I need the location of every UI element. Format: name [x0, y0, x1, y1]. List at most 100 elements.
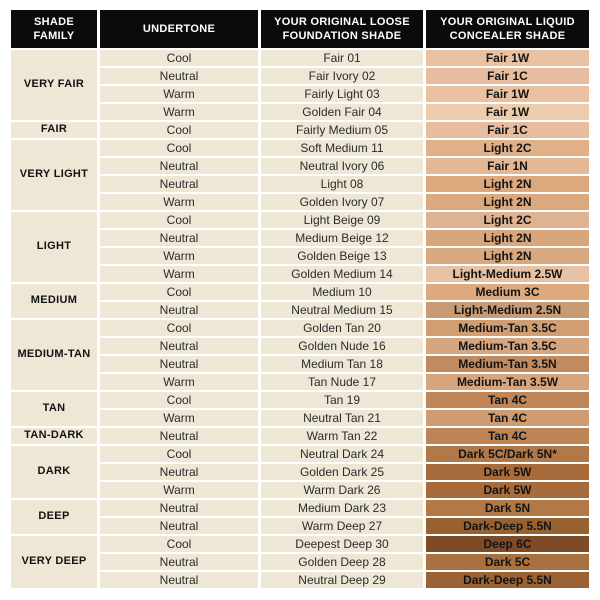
undertone-cell: Neutral	[100, 428, 258, 444]
table-row: DARK Cool Neutral Dark 24 Dark 5C/Dark 5N*	[11, 446, 589, 498]
concealer-shade-swatch-cell: Fair 1W	[426, 104, 589, 120]
table-row: VERY FAIR Cool Fair 01 Fair 1W	[11, 50, 589, 120]
concealer-shade-swatch-cell: Dark 5W	[426, 482, 589, 498]
table-row: TAN-DARK Neutral Warm Tan 22 Tan 4C	[11, 428, 589, 444]
table-row: Warm Warm Dark 26 Dark 5W	[11, 482, 589, 498]
undertone-cell: Cool	[100, 536, 258, 552]
undertone-cell: Cool	[100, 140, 258, 156]
foundation-shade-cell: Fair Ivory 02	[261, 68, 423, 84]
foundation-shade-cell: Medium 10	[261, 284, 423, 300]
undertone-cell: Warm	[100, 248, 258, 264]
concealer-shade-swatch-cell: Dark 5W	[426, 464, 589, 480]
foundation-shade-cell: Warm Dark 26	[261, 482, 423, 498]
shade-table-body: VERY FAIR Cool Fair 01 Fair 1W Neutral Fair I…	[11, 50, 589, 588]
shade-family-cell: TAN	[11, 392, 97, 426]
concealer-shade-swatch-cell: Fair 1W	[426, 86, 589, 102]
foundation-shade-cell: Neutral Medium 15	[261, 302, 423, 318]
concealer-shade-swatch-cell: Light-Medium 2.5W	[426, 266, 589, 282]
undertone-cell: Neutral	[100, 230, 258, 246]
concealer-shade-swatch-cell: Light 2C	[426, 140, 589, 156]
table-row: VERY DEEP Cool Deepest Deep 30 Deep 6C	[11, 536, 589, 588]
undertone-cell: Neutral	[100, 158, 258, 174]
header-undertone: UNDERTONE	[100, 10, 258, 48]
table-row: Neutral Golden Nude 16 Medium-Tan 3.5C	[11, 338, 589, 354]
table-row: Neutral Neutral Medium 15 Light-Medium 2.5…	[11, 302, 589, 318]
undertone-cell: Neutral	[100, 518, 258, 534]
concealer-shade-swatch-cell: Medium-Tan 3.5W	[426, 374, 589, 390]
shade-family-cell: VERY FAIR	[11, 50, 97, 120]
concealer-shade-swatch-cell: Dark 5N	[426, 500, 589, 516]
undertone-cell: Cool	[100, 212, 258, 228]
undertone-cell: Cool	[100, 392, 258, 408]
table-row: Warm Tan Nude 17 Medium-Tan 3.5W	[11, 374, 589, 390]
undertone-cell: Cool	[100, 50, 258, 66]
shade-family-cell: DEEP	[11, 500, 97, 534]
header-liquid-concealer-shade: YOUR ORIGINAL LIQUID CONCEALER SHADE	[426, 10, 589, 48]
concealer-shade-swatch-cell: Deep 6C	[426, 536, 589, 552]
concealer-shade-swatch-cell: Medium-Tan 3.5C	[426, 338, 589, 354]
foundation-shade-cell: Light Beige 09	[261, 212, 423, 228]
foundation-shade-cell: Medium Dark 23	[261, 500, 423, 516]
shade-family-cell: DARK	[11, 446, 97, 498]
concealer-shade-swatch-cell: Medium 3C	[426, 284, 589, 300]
concealer-shade-swatch-cell: Fair 1C	[426, 68, 589, 84]
foundation-shade-cell: Deepest Deep 30	[261, 536, 423, 552]
table-row: Warm Golden Fair 04 Fair 1W	[11, 104, 589, 120]
foundation-shade-cell: Golden Beige 13	[261, 248, 423, 264]
concealer-shade-swatch-cell: Light 2N	[426, 248, 589, 264]
undertone-cell: Neutral	[100, 302, 258, 318]
foundation-shade-cell: Neutral Tan 21	[261, 410, 423, 426]
concealer-shade-swatch-cell: Fair 1N	[426, 158, 589, 174]
table-row: Neutral Neutral Ivory 06 Fair 1N	[11, 158, 589, 174]
table-row: Warm Fairly Light 03 Fair 1W	[11, 86, 589, 102]
table-row: Neutral Warm Deep 27 Dark-Deep 5.5N	[11, 518, 589, 534]
undertone-cell: Warm	[100, 482, 258, 498]
foundation-shade-cell: Fair 01	[261, 50, 423, 66]
shade-family-cell: VERY DEEP	[11, 536, 97, 588]
table-row: MEDIUM Cool Medium 10 Medium 3C	[11, 284, 589, 318]
concealer-shade-swatch-cell: Dark 5C	[426, 554, 589, 570]
undertone-cell: Warm	[100, 104, 258, 120]
concealer-shade-swatch-cell: Light-Medium 2.5N	[426, 302, 589, 318]
concealer-shade-swatch-cell: Dark 5C/Dark 5N*	[426, 446, 589, 462]
foundation-shade-cell: Golden Fair 04	[261, 104, 423, 120]
concealer-shade-swatch-cell: Tan 4C	[426, 428, 589, 444]
undertone-cell: Warm	[100, 194, 258, 210]
undertone-cell: Warm	[100, 266, 258, 282]
foundation-shade-cell: Golden Tan 20	[261, 320, 423, 336]
undertone-cell: Neutral	[100, 176, 258, 192]
table-row: Neutral Light 08 Light 2N	[11, 176, 589, 192]
table-row: Neutral Neutral Deep 29 Dark-Deep 5.5N	[11, 572, 589, 588]
undertone-cell: Cool	[100, 320, 258, 336]
foundation-shade-cell: Golden Dark 25	[261, 464, 423, 480]
undertone-cell: Warm	[100, 374, 258, 390]
undertone-cell: Cool	[100, 122, 258, 138]
table-row: Neutral Medium Beige 12 Light 2N	[11, 230, 589, 246]
foundation-shade-cell: Fairly Light 03	[261, 86, 423, 102]
foundation-shade-cell: Neutral Deep 29	[261, 572, 423, 588]
foundation-shade-cell: Light 08	[261, 176, 423, 192]
concealer-shade-swatch-cell: Light 2N	[426, 194, 589, 210]
shade-family-cell: VERY LIGHT	[11, 140, 97, 210]
table-row: DEEP Neutral Medium Dark 23 Dark 5N	[11, 500, 589, 534]
foundation-shade-cell: Neutral Dark 24	[261, 446, 423, 462]
shade-family-cell: MEDIUM	[11, 284, 97, 318]
undertone-cell: Neutral	[100, 500, 258, 516]
concealer-shade-swatch-cell: Light 2C	[426, 212, 589, 228]
header-row: SHADE FAMILY UNDERTONE YOUR ORIGINAL LOO…	[11, 10, 589, 48]
table-row: Warm Neutral Tan 21 Tan 4C	[11, 410, 589, 426]
foundation-shade-cell: Soft Medium 11	[261, 140, 423, 156]
table-row: Neutral Medium Tan 18 Medium-Tan 3.5N	[11, 356, 589, 372]
foundation-shade-cell: Golden Deep 28	[261, 554, 423, 570]
concealer-shade-swatch-cell: Dark-Deep 5.5N	[426, 572, 589, 588]
table-row: Neutral Golden Dark 25 Dark 5W	[11, 464, 589, 480]
table-row: Warm Golden Ivory 07 Light 2N	[11, 194, 589, 210]
foundation-shade-cell: Golden Ivory 07	[261, 194, 423, 210]
shade-family-cell: LIGHT	[11, 212, 97, 282]
table-row: MEDIUM-TAN Cool Golden Tan 20 Medium-Tan 3.…	[11, 320, 589, 390]
undertone-cell: Neutral	[100, 356, 258, 372]
concealer-shade-swatch-cell: Fair 1C	[426, 122, 589, 138]
undertone-cell: Neutral	[100, 554, 258, 570]
shade-family-cell: FAIR	[11, 122, 97, 138]
